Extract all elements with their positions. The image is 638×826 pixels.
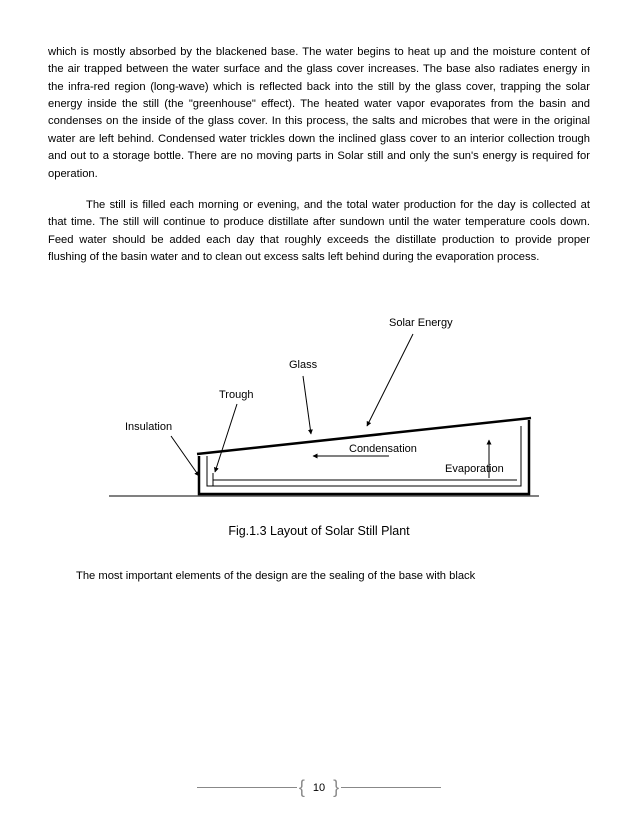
label-solar-energy: Solar Energy — [389, 317, 453, 329]
page-footer: { 10 } — [0, 775, 638, 798]
figure-solar-still: Solar Energy Glass Trough Insulation Con… — [48, 308, 590, 538]
solar-still-diagram: Solar Energy Glass Trough Insulation Con… — [89, 308, 549, 518]
page-number: 10 — [307, 782, 331, 794]
body-paragraph-1: which is mostly absorbed by the blackene… — [48, 44, 590, 183]
body-paragraph-2: The still is filled each morning or even… — [48, 197, 590, 266]
label-glass: Glass — [289, 359, 318, 371]
footer-bracket-right: } — [331, 777, 341, 798]
label-trough: Trough — [219, 389, 253, 401]
body-paragraph-3: The most important elements of the desig… — [48, 570, 590, 582]
footer-bracket-left: { — [297, 777, 307, 798]
label-evaporation: Evaporation — [445, 463, 504, 475]
label-condensation: Condensation — [349, 443, 417, 455]
footer-rule-right — [341, 787, 441, 788]
figure-caption: Fig.1.3 Layout of Solar Still Plant — [48, 524, 590, 538]
footer-rule-left — [197, 787, 297, 788]
label-insulation: Insulation — [125, 421, 172, 433]
